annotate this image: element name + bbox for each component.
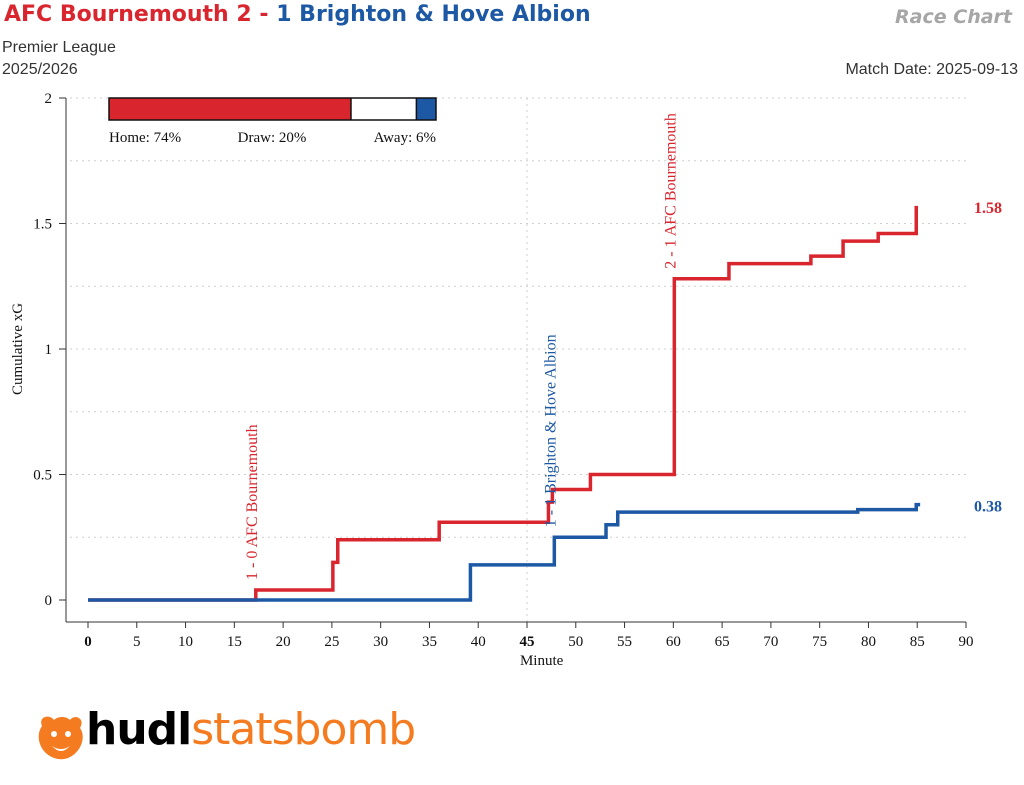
away-xg-line — [88, 502, 921, 602]
chart-kind-label: Race Chart — [895, 6, 1012, 28]
match-date: Match Date: 2025-09-13 — [845, 61, 1018, 78]
home-score: 2 — [236, 2, 252, 27]
goal-annotation: 1 - 0 AFC Bournemouth — [244, 424, 261, 580]
away-probability-segment — [416, 98, 436, 120]
away-score: 1 — [276, 2, 292, 27]
x-tick-label: 10 — [178, 634, 193, 650]
score-separator: - — [259, 2, 269, 27]
away-team-name: Brighton & Hove Albion — [299, 2, 591, 27]
x-axis-label: Minute — [520, 653, 564, 669]
chart-grid — [70, 97, 966, 622]
chart-axes: 0 0.5 1 1.5 2 Cumulative xG 0 5 10 15 20 25 30 35 40 45… — [10, 91, 974, 669]
x-tick-label: 15 — [227, 634, 242, 650]
draw-probability-segment — [350, 98, 417, 120]
y-tick-label: 0.5 — [33, 468, 52, 484]
x-tick-label: 50 — [568, 634, 583, 650]
statsbomb-bulldog-icon — [38, 716, 83, 760]
away-final-xg-label: 0.38 — [974, 499, 1002, 516]
draw-probability-label: Draw: 20% — [238, 130, 307, 146]
x-tick-label: 0 — [84, 634, 92, 650]
x-tick-label: 80 — [861, 634, 876, 650]
home-xg-line — [88, 205, 918, 602]
x-tick-label: 45 — [520, 634, 535, 650]
y-axis-label: Cumulative xG — [10, 303, 26, 395]
goal-annotation: 1 - 1 Brighton & Hove Albion — [542, 334, 559, 527]
chart-series: 1.58 0.38 — [88, 200, 1002, 602]
x-tick-label: 85 — [910, 634, 925, 650]
away-probability-label: Away: 6% — [374, 130, 436, 146]
y-tick-label: 1.5 — [33, 217, 52, 233]
probability-bar-outline — [108, 97, 437, 121]
goal-annotations: 1 - 0 AFC Bournemouth 1 - 1 Brighton & Ho… — [244, 113, 680, 580]
logo-text-statsbomb: statsbomb — [191, 704, 416, 755]
x-tick-label: 70 — [763, 634, 778, 650]
logo-wordmark: hudlstatsbomb — [86, 704, 416, 755]
home-final-xg-label: 1.58 — [974, 200, 1002, 217]
x-tick-label: 75 — [812, 634, 827, 650]
x-tick-label: 55 — [617, 634, 632, 650]
x-tick-label: 30 — [373, 634, 388, 650]
home-probability-label: Home: 74% — [109, 130, 181, 146]
y-tick-label: 0 — [45, 593, 53, 609]
win-probability-bar: Home: 74% Draw: 20% Away: 6% — [108, 97, 437, 146]
goal-annotation: 2 - 1 AFC Bournemouth — [662, 113, 679, 269]
x-tick-label: 25 — [324, 634, 339, 650]
race-chart: 0 0.5 1 1.5 2 Cumulative xG 0 5 10 15 20 25 30 35 40 45… — [10, 91, 1002, 669]
x-tick-label: 20 — [276, 634, 291, 650]
x-tick-label: 5 — [133, 634, 141, 650]
x-tick-label: 60 — [666, 634, 681, 650]
competition-label: Premier League — [2, 39, 116, 56]
x-tick-label: 90 — [959, 634, 974, 650]
home-team-name: AFC Bournemouth — [4, 2, 229, 27]
x-tick-label: 40 — [471, 634, 486, 650]
x-tick-label: 35 — [422, 634, 437, 650]
logo-text-hudl: hudl — [86, 704, 192, 755]
x-tick-label: 65 — [715, 634, 730, 650]
y-tick-label: 2 — [45, 91, 53, 107]
y-tick-label: 1 — [45, 342, 53, 358]
home-probability-segment — [109, 98, 351, 120]
match-title: AFC Bournemouth 2 - 1 Brighton & Hove Al… — [4, 2, 591, 27]
season-label: 2025/2026 — [2, 61, 78, 78]
